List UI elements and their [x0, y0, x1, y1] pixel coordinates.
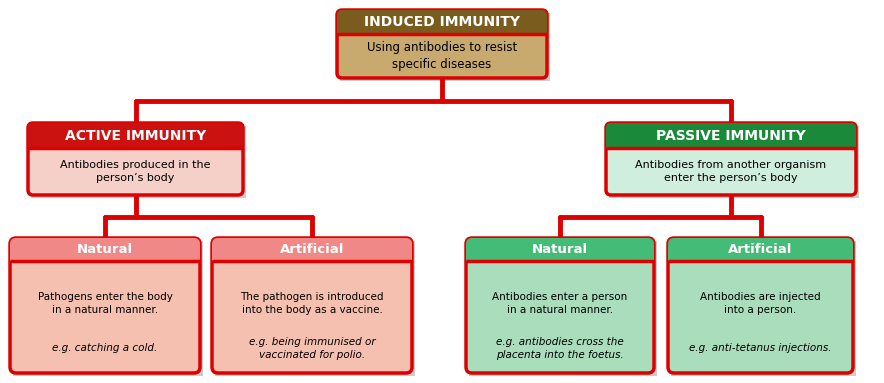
FancyBboxPatch shape: [212, 238, 412, 261]
FancyBboxPatch shape: [10, 238, 200, 261]
FancyBboxPatch shape: [466, 238, 654, 261]
Text: Antibodies enter a person
in a natural manner.: Antibodies enter a person in a natural m…: [492, 292, 628, 315]
Bar: [13, 241, 203, 376]
FancyBboxPatch shape: [10, 238, 200, 373]
Text: e.g. catching a cold.: e.g. catching a cold.: [52, 343, 157, 354]
FancyBboxPatch shape: [606, 123, 856, 148]
Text: PASSIVE IMMUNITY: PASSIVE IMMUNITY: [656, 129, 806, 142]
FancyBboxPatch shape: [668, 238, 853, 373]
FancyBboxPatch shape: [606, 123, 856, 195]
Bar: [10, 249, 200, 261]
FancyBboxPatch shape: [466, 238, 654, 373]
FancyBboxPatch shape: [28, 123, 243, 148]
Bar: [215, 241, 415, 376]
Text: e.g. being immunised or
vaccinated for polio.: e.g. being immunised or vaccinated for p…: [248, 337, 376, 360]
Text: Pathogens enter the body
in a natural manner.: Pathogens enter the body in a natural ma…: [37, 292, 172, 315]
FancyBboxPatch shape: [668, 238, 853, 261]
Text: Antibodies are injected
into a person.: Antibodies are injected into a person.: [700, 292, 821, 315]
Bar: [212, 249, 412, 261]
Text: Antibodies produced in the
person’s body: Antibodies produced in the person’s body: [60, 160, 210, 183]
Text: Using antibodies to resist
specific diseases: Using antibodies to resist specific dise…: [367, 41, 517, 71]
FancyBboxPatch shape: [28, 123, 243, 195]
Bar: [609, 126, 859, 198]
FancyBboxPatch shape: [337, 10, 547, 78]
Text: Artificial: Artificial: [280, 243, 344, 256]
Text: Artificial: Artificial: [728, 243, 793, 256]
Text: Antibodies from another organism
enter the person’s body: Antibodies from another organism enter t…: [636, 160, 827, 183]
Text: e.g. anti-tetanus injections.: e.g. anti-tetanus injections.: [690, 343, 832, 354]
Bar: [28, 136, 243, 148]
Bar: [606, 136, 856, 148]
Text: INDUCED IMMUNITY: INDUCED IMMUNITY: [364, 15, 520, 29]
Text: Natural: Natural: [532, 243, 588, 256]
Text: The pathogen is introduced
into the body as a vaccine.: The pathogen is introduced into the body…: [240, 292, 384, 315]
Bar: [337, 22, 547, 34]
Text: e.g. antibodies cross the
placenta into the foetus.: e.g. antibodies cross the placenta into …: [496, 337, 624, 360]
FancyBboxPatch shape: [337, 10, 547, 34]
Bar: [668, 249, 853, 261]
Bar: [671, 241, 856, 376]
Text: Natural: Natural: [77, 243, 133, 256]
Bar: [340, 13, 550, 81]
Bar: [31, 126, 246, 198]
Bar: [466, 249, 654, 261]
FancyBboxPatch shape: [212, 238, 412, 373]
Text: ACTIVE IMMUNITY: ACTIVE IMMUNITY: [65, 129, 206, 142]
Bar: [469, 241, 657, 376]
